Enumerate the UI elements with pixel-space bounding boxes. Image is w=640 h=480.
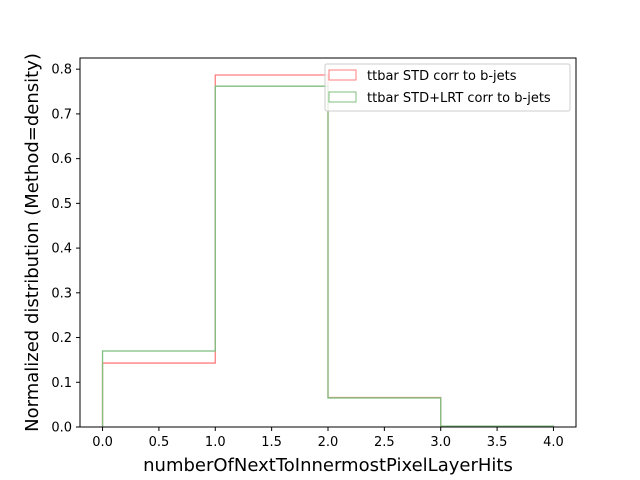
legend-swatch-std-lrt: [328, 91, 357, 103]
x-tick-label: 0.0: [92, 435, 113, 450]
y-axis-label: Normalized distribution (Method=density): [22, 53, 43, 432]
y-tick-label: 0.3: [51, 286, 72, 301]
y-tick-label: 0.7: [51, 107, 72, 122]
y-tick-label: 0.8: [51, 63, 72, 78]
x-tick-label: 1.0: [205, 435, 226, 450]
legend-box: [324, 63, 571, 112]
x-axis-ticks: 0.0 0.5 1.0 1.5 2.0 2.5 3.0 3.5 4.0: [92, 427, 564, 450]
series-1-step-line: [101, 85, 555, 427]
x-tick-label: 3.0: [430, 435, 451, 450]
series-layer: [101, 74, 555, 427]
x-tick-label: 4.0: [543, 435, 564, 450]
x-tick-label: 2.0: [318, 435, 339, 450]
y-tick-label: 0.1: [51, 376, 72, 391]
y-tick-label: 0.2: [51, 331, 72, 346]
y-tick-label: 0.5: [51, 197, 72, 212]
legend: ttbar STD corr to b-jets ttbar STD+LRT c…: [324, 63, 571, 112]
x-tick-label: 1.5: [261, 435, 282, 450]
x-tick-label: 3.5: [487, 435, 508, 450]
x-tick-label: 0.5: [149, 435, 170, 450]
legend-label-std-lrt: ttbar STD+LRT corr to b-jets: [367, 91, 551, 106]
y-axis-ticks: 0.0 0.1 0.2 0.3 0.4 0.5 0.6 0.7 0.8: [51, 63, 80, 436]
legend-swatch-std: [328, 69, 357, 81]
plot-frame: [79, 57, 577, 428]
x-axis-label: numberOfNextToInnermostPixelLayerHits: [143, 455, 513, 476]
legend-label-std: ttbar STD corr to b-jets: [367, 69, 517, 84]
x-tick-label: 2.5: [374, 435, 395, 450]
y-tick-label: 0.4: [51, 242, 72, 257]
y-tick-label: 0.6: [51, 152, 72, 167]
y-tick-label: 0.0: [51, 421, 72, 436]
